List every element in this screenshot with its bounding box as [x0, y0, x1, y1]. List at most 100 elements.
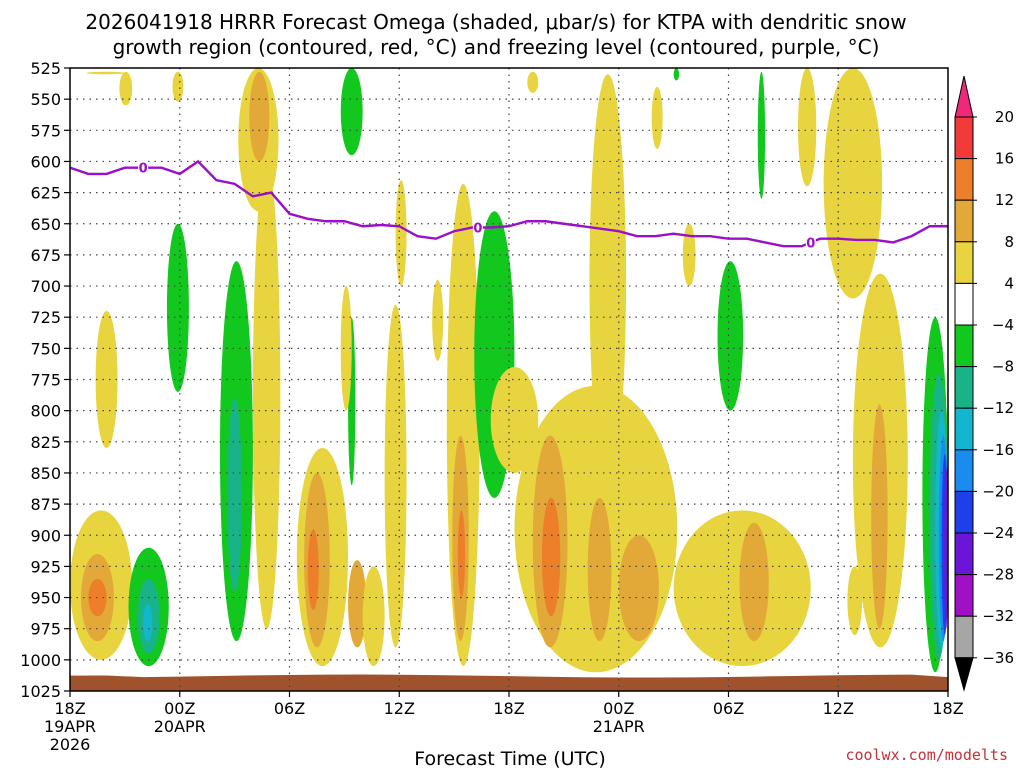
y-tick-label-16: 925: [30, 557, 61, 576]
omega-region-0: [86, 71, 125, 75]
colorbar-bin-5: [954, 282, 974, 326]
freezing-level-label-0: 0: [139, 162, 148, 177]
y-tick-label-20: 1025: [20, 682, 61, 701]
colorbar-label-10: −24: [982, 524, 1014, 542]
colorbar-bin-11: [954, 532, 974, 576]
omega-region-5: [249, 71, 270, 162]
terrain: [70, 674, 948, 691]
colorbar-bottom-arrow: [954, 657, 974, 692]
x-tick-label-6: 06Z: [713, 699, 744, 718]
colorbar: 20 16 12 8 4 −4 −8 −12 −16 −20 −24 −28 −32 −36: [954, 75, 1014, 692]
freezing-level-label-1: 0: [473, 221, 482, 236]
omega-region-18: [362, 566, 385, 667]
y-tick-label-13: 850: [30, 464, 61, 483]
omega-region-57: [432, 279, 444, 361]
omega-region-43: [871, 404, 888, 629]
colorbar-bin-10: [954, 490, 974, 534]
omega-region-36: [490, 367, 539, 473]
omega-region-51: [944, 466, 948, 629]
x-tick-label-0: 18Z: [54, 699, 85, 718]
colorbar-label-5: −4: [992, 316, 1014, 334]
omega-region-34: [589, 74, 627, 486]
colorbar-label-12: −32: [982, 607, 1014, 625]
x-tick-label-1: 00Z: [164, 699, 195, 718]
y-tick-label-15: 900: [30, 526, 61, 545]
y-tick-label-17: 950: [30, 589, 61, 608]
colorbar-label-13: −36: [982, 649, 1014, 667]
colorbar-top-arrow: [954, 75, 974, 118]
omega-region-6: [340, 68, 363, 156]
chart-title-line2: growth region (contoured, red, °C) and f…: [113, 35, 880, 59]
credit-text: coolwx.com/modelts: [845, 746, 1008, 764]
colorbar-bin-13: [954, 615, 974, 659]
omega-region-56: [527, 71, 539, 93]
colorbar-bin-6: [954, 324, 974, 368]
omega-region-33: [618, 535, 659, 642]
colorbar-bin-4: [954, 241, 974, 284]
y-tick-label-6: 675: [30, 246, 61, 265]
omega-region-19: [166, 223, 189, 392]
colorbar-label-0: 20: [995, 108, 1014, 126]
omega-region-1: [119, 71, 133, 106]
omega-region-16: [307, 529, 319, 611]
freezing-label-bg-1: [472, 220, 483, 235]
y-tick-label-14: 875: [30, 495, 61, 514]
x-tick-date-0: 19APR: [44, 717, 96, 736]
y-tick-label-8: 725: [30, 308, 61, 327]
omega-region-39: [717, 261, 744, 411]
omega-region-22: [95, 310, 118, 449]
colorbar-label-4: 4: [1004, 274, 1014, 292]
colorbar-bin-1: [954, 116, 974, 160]
colorbar-bin-3: [954, 199, 974, 243]
omega-region-9: [457, 510, 466, 598]
colorbar-label-8: −16: [982, 441, 1014, 459]
x-tick-date-5: 21APR: [593, 717, 645, 736]
colorbar-label-3: 8: [1004, 233, 1014, 251]
omega-region-21: [227, 398, 242, 592]
x-tick-label-4: 18Z: [493, 699, 524, 718]
omega-region-11: [395, 180, 407, 287]
omega-region-55: [673, 68, 680, 81]
colorbar-label-6: −8: [992, 358, 1014, 376]
x-tick-year-0: 2026: [50, 735, 91, 754]
omega-region-54: [798, 68, 817, 187]
x-tick-label-8: 18Z: [932, 699, 963, 718]
freezing-label-bg-0: [138, 160, 149, 175]
y-tick-label-10: 775: [30, 371, 61, 390]
omega-region-17: [348, 560, 367, 648]
y-tick-label-9: 750: [30, 339, 61, 358]
x-tick-label-7: 12Z: [823, 699, 854, 718]
omega-region-31: [541, 497, 561, 617]
y-axis: 525 550 575 600 625 650 675 700 725 750 775 800 825 8…: [20, 59, 70, 701]
y-tick-label-2: 575: [30, 121, 61, 140]
x-tick-label-2: 06Z: [274, 699, 305, 718]
y-tick-label-5: 650: [30, 215, 61, 234]
colorbar-bin-8: [954, 407, 974, 451]
colorbar-bin-9: [954, 449, 974, 492]
omega-region-40: [757, 71, 766, 199]
freezing-label-bg-2: [805, 235, 816, 250]
colorbar-label-9: −20: [982, 482, 1014, 500]
colorbar-label-7: −12: [982, 399, 1014, 417]
omega-region-10: [384, 304, 407, 648]
omega-region-44: [847, 566, 863, 635]
freezing-level-label-2: 0: [806, 236, 815, 251]
chart-title-line1: 2026041918 HRRR Forecast Omega (shaded, …: [85, 10, 906, 34]
y-tick-label-4: 625: [30, 184, 61, 203]
y-tick-label-18: 975: [30, 620, 61, 639]
colorbar-label-11: −28: [982, 566, 1014, 584]
y-tick-label-1: 550: [30, 90, 61, 109]
omega-region-28: [143, 603, 153, 642]
freezing-level: 0 0 0: [70, 159, 948, 251]
x-tick-label-3: 12Z: [384, 699, 415, 718]
colorbar-bin-2: [954, 158, 974, 201]
y-tick-label-0: 525: [30, 59, 61, 78]
omega-region-38: [739, 522, 769, 642]
omega-region-41: [823, 68, 883, 299]
colorbar-bin-7: [954, 366, 974, 409]
y-tick-label-12: 825: [30, 433, 61, 452]
omega-region-53: [651, 86, 663, 149]
y-tick-label-19: 1000: [20, 651, 61, 670]
